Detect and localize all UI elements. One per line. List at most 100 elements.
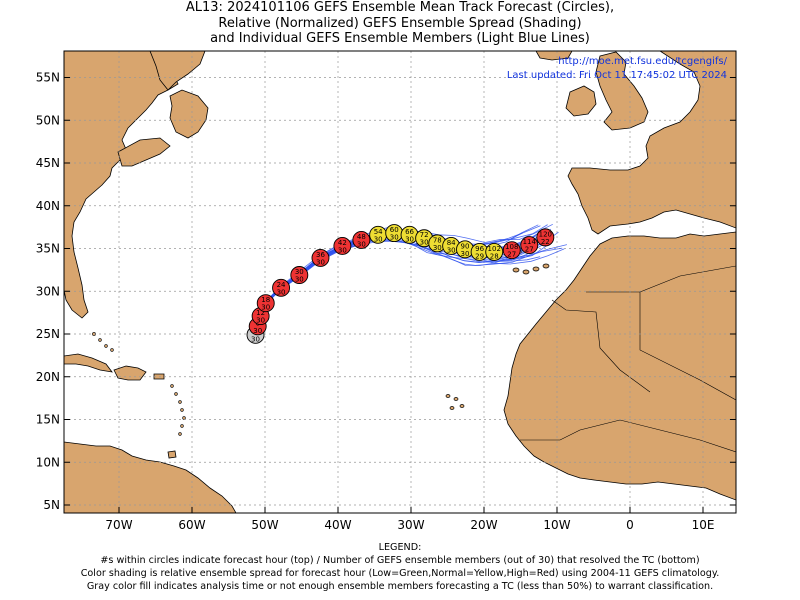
source-url[interactable]: http://moe.met.fsu.edu/tcgengifs/ (558, 56, 727, 67)
longitude-labels: 70W 60W 50W 40W 30W 20W 10W 0 10E (105, 518, 714, 532)
member-count-label: 30 (357, 240, 366, 248)
land-hispaniola (113, 365, 147, 381)
lat-label: 5N (43, 498, 60, 512)
land-north-america (64, 51, 179, 319)
lat-label: 15N (36, 413, 60, 427)
title-line-1: AL13: 2024101106 GEFS Ensemble Mean Trac… (185, 0, 615, 15)
lon-label: 40W (324, 518, 351, 532)
member-count-label: 22 (541, 238, 550, 246)
lat-label: 20N (36, 370, 60, 384)
land-trinidad (167, 450, 177, 459)
africa-borders (520, 265, 736, 453)
lat-label: 35N (36, 242, 60, 256)
forecast-hour-label: 30 (295, 268, 304, 276)
lon-label: 10E (692, 518, 715, 532)
member-count-label: 30 (461, 250, 470, 258)
member-count-label: 30 (374, 235, 383, 243)
track-circle (333, 236, 352, 255)
legend-line-2: Color shading is relative ensemble sprea… (80, 568, 720, 579)
forecast-hour-label: 24 (277, 281, 286, 289)
land-ireland (565, 85, 597, 117)
forecast-hour-label: 90 (461, 242, 470, 250)
land-maritimes (117, 137, 171, 167)
track-circle (485, 242, 504, 261)
member-count-label: 30 (277, 288, 286, 296)
axis-ticks (64, 77, 736, 513)
land-europe (567, 51, 736, 235)
land-cape-verde (445, 394, 465, 410)
lon-label: 60W (178, 518, 205, 532)
track-circle (256, 294, 275, 313)
legend: LEGEND: #s within circles indicate forec… (0, 541, 800, 593)
map-frame (63, 50, 737, 514)
lat-lon-grid (64, 51, 736, 513)
track-circle (502, 241, 521, 260)
land-africa (503, 231, 736, 501)
lat-label: 10N (36, 455, 60, 469)
forecast-hour-label: 72 (420, 231, 429, 239)
forecast-hour-label: 96 (475, 245, 484, 253)
member-count-label: 30 (251, 335, 260, 343)
title-line-3: and Individual GEFS Ensemble Members (Li… (210, 31, 590, 46)
lat-label: 30N (36, 284, 60, 298)
lat-label: 25N (36, 327, 60, 341)
member-count-label: 30 (295, 276, 304, 284)
lat-label: 55N (36, 71, 60, 85)
land-lesser-antilles (170, 384, 186, 436)
track-circle (311, 248, 330, 267)
forecast-hour-label: 12 (256, 309, 265, 317)
forecast-hour-label: 48 (357, 233, 366, 241)
land-layer (64, 51, 736, 513)
member-count-label: 30 (256, 317, 265, 325)
member-count-label: 30 (316, 258, 325, 266)
lon-label: 10W (543, 518, 570, 532)
member-count-label: 30 (261, 304, 270, 312)
lat-label: 40N (36, 199, 60, 213)
land-south-america (64, 441, 237, 513)
lon-label: 50W (251, 518, 278, 532)
title-line-2: Relative (Normalized) GEFS Ensemble Spre… (218, 15, 582, 31)
land-newfoundland (169, 89, 209, 139)
forecast-hour-label: 54 (374, 228, 383, 236)
track-circle (536, 228, 555, 247)
member-count-label: 29 (475, 252, 484, 260)
ensemble-mean-track: 0306301230183024303030363042304830543060… (246, 224, 555, 344)
forecast-hour-label: 120 (539, 230, 552, 238)
member-count-label: 30 (420, 239, 429, 247)
legend-heading: LEGEND: (378, 542, 422, 553)
lat-label: 50N (36, 113, 60, 127)
forecast-hour-label: 66 (405, 228, 414, 236)
track-circle (272, 278, 291, 297)
track-circle (290, 266, 309, 284)
legend-line-3: Gray color fill indicates analysis time … (86, 581, 714, 592)
forecast-hour-label: 42 (338, 239, 347, 247)
land-canary-islands (512, 263, 550, 275)
forecast-hour-label: 114 (523, 238, 537, 246)
member-count-label: 30 (433, 244, 442, 252)
forecast-hour-label: 36 (316, 251, 325, 259)
member-count-label: 30 (405, 235, 414, 243)
track-circle (352, 230, 371, 249)
land-labrador (149, 51, 206, 91)
forecast-hour-label: 84 (447, 239, 456, 247)
forecast-hour-label: 108 (505, 243, 518, 251)
track-circle (520, 236, 539, 255)
legend-line-1: #s within circles indicate forecast hour… (100, 555, 700, 566)
member-count-label: 27 (525, 246, 534, 254)
forecast-hour-label: 102 (488, 245, 501, 253)
member-count-label: 30 (447, 246, 456, 254)
member-count-label: 27 (507, 251, 516, 259)
forecast-hour-label: 18 (261, 296, 270, 304)
source-url-link[interactable]: http://moe.met.fsu.edu/tcgengifs/ (558, 56, 727, 67)
